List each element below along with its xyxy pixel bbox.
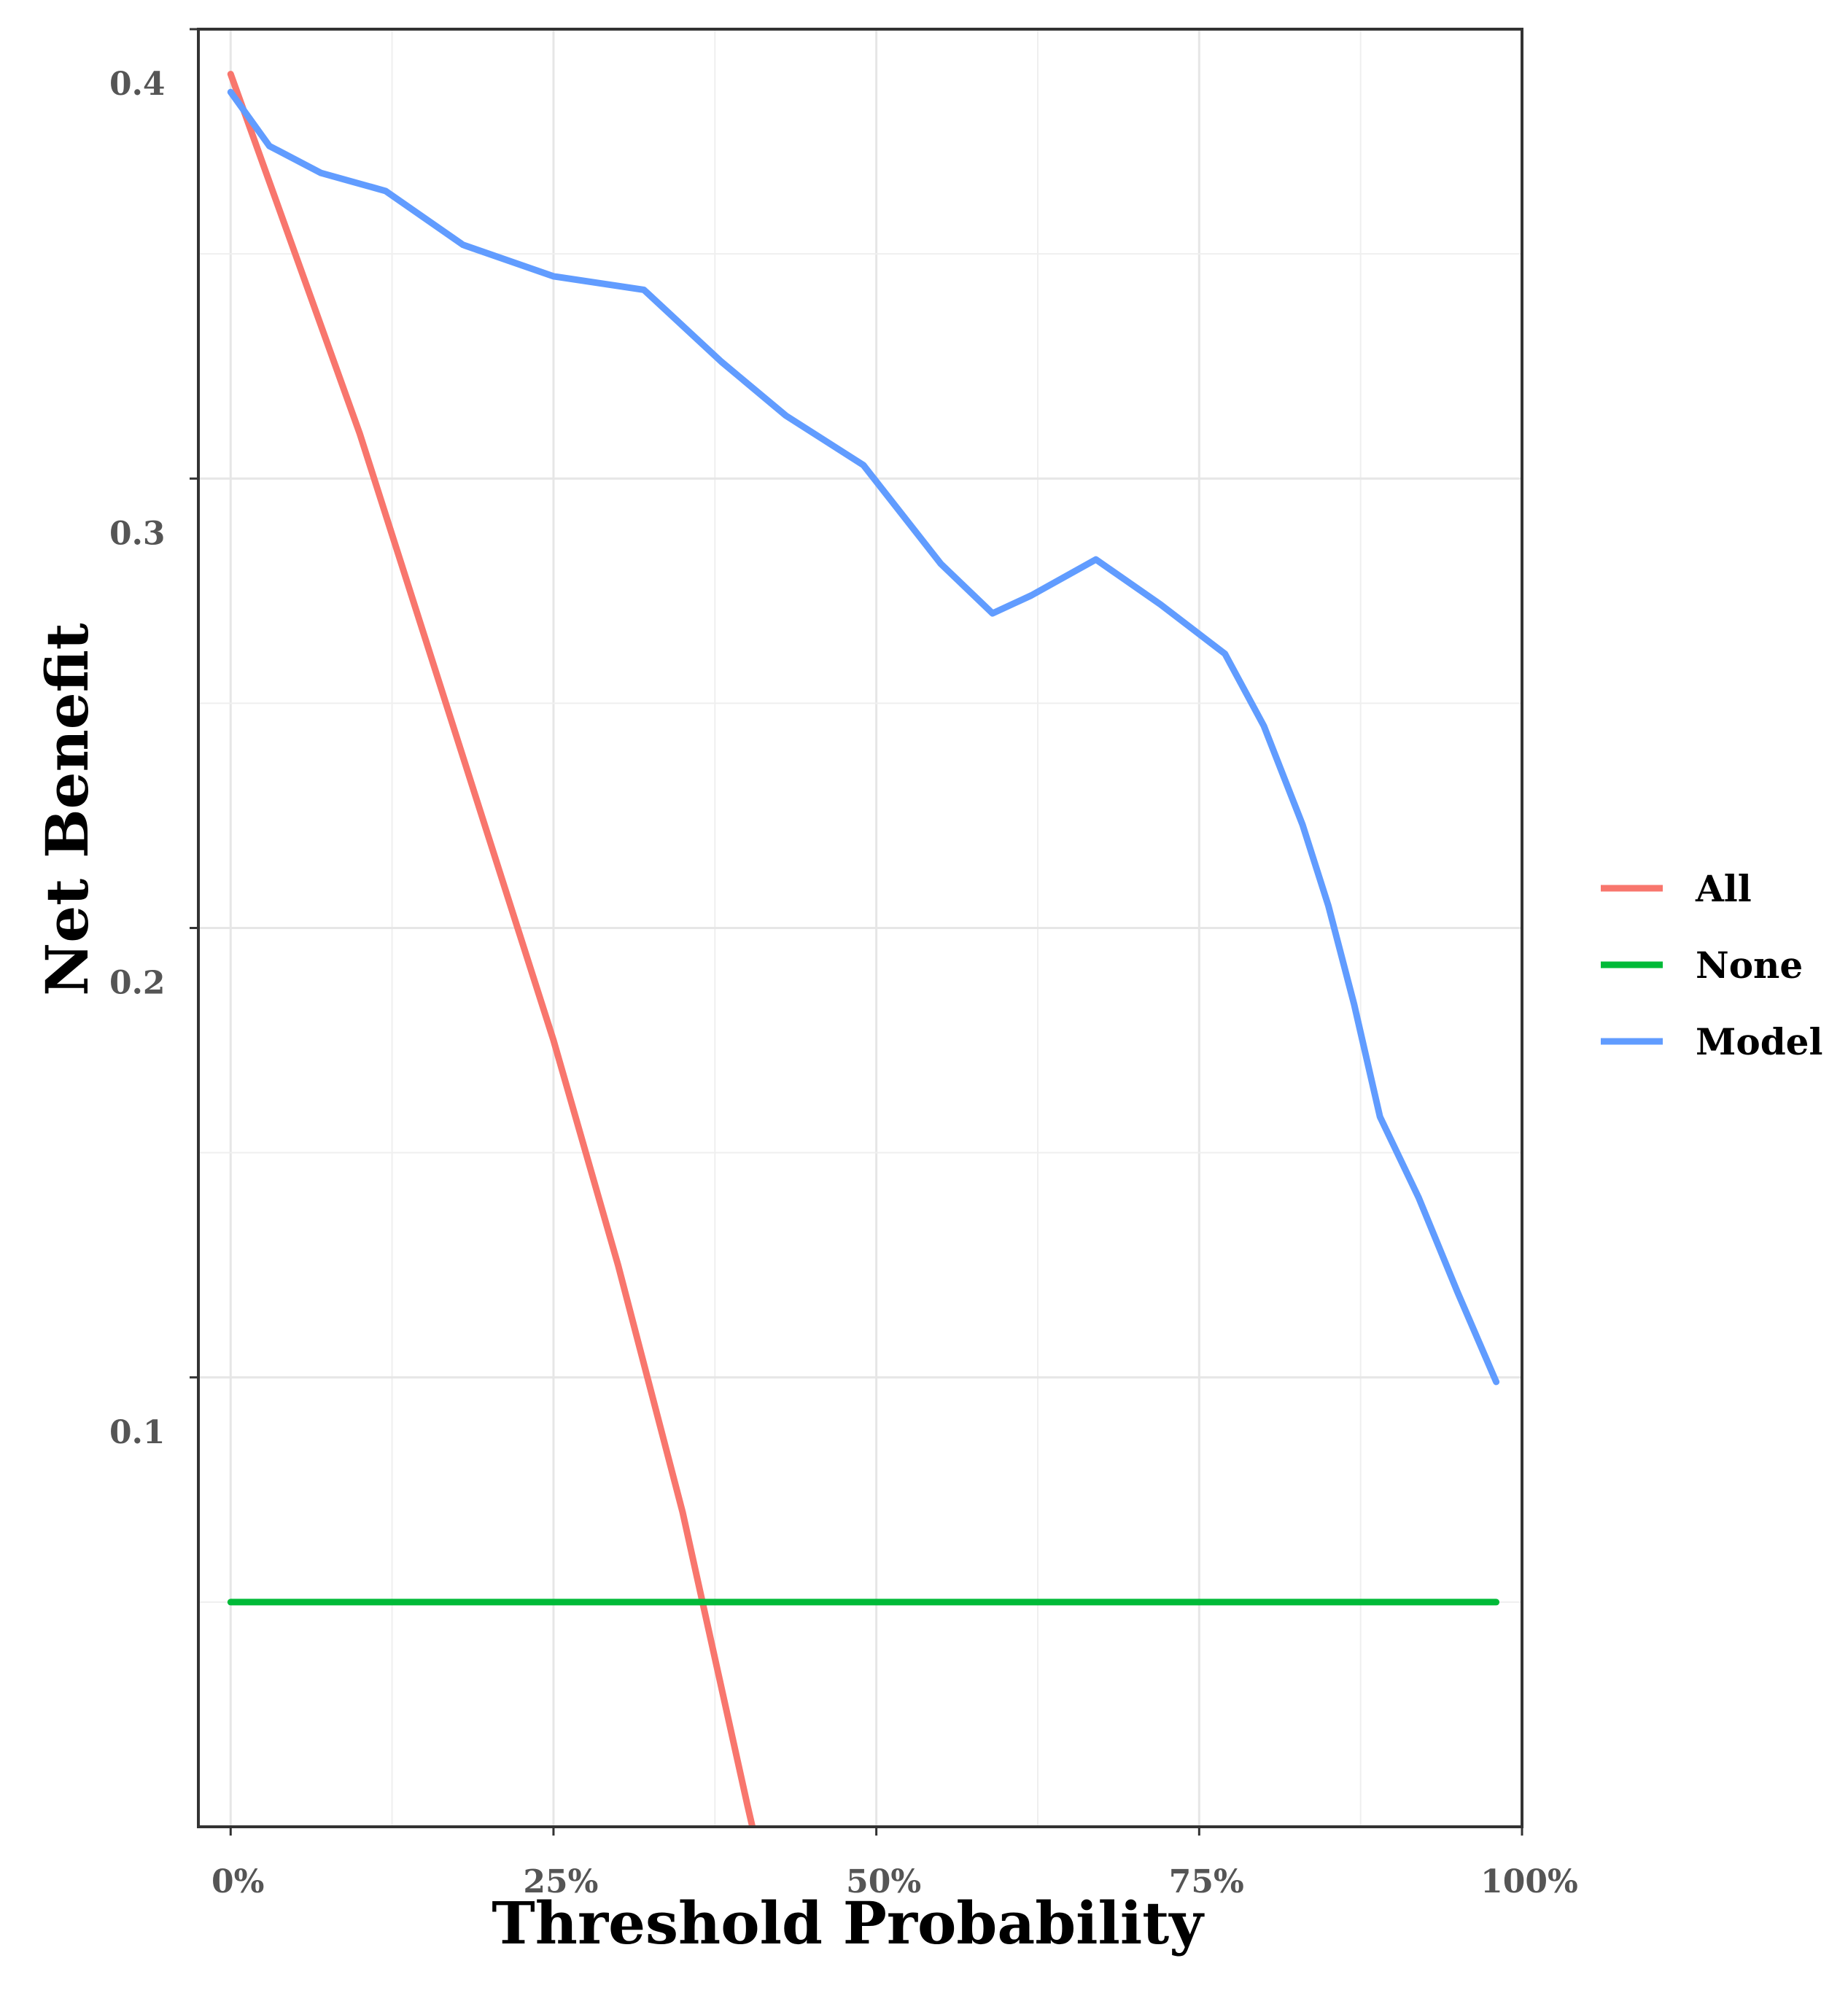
x-tick-label: 25% xyxy=(523,1863,598,1900)
x-axis-title: Threshold Probability xyxy=(492,1889,1205,1957)
axis-ticks xyxy=(190,28,1523,1836)
y-axis-title: Net Benefit xyxy=(33,623,101,996)
x-tick-label: 75% xyxy=(1169,1863,1244,1900)
x-tick-label: 100% xyxy=(1480,1863,1578,1900)
legend-label-none: None xyxy=(1696,944,1803,987)
y-tick-label: 0.3 xyxy=(109,515,166,552)
y-tick-label: 0.1 xyxy=(109,1414,166,1451)
x-tick-label: 50% xyxy=(846,1863,921,1900)
legend-label-model: Model xyxy=(1696,1020,1822,1063)
tick-labels: 0% 25% 50% 75% 100% 0.1 0.2 0.3 0.4 xyxy=(109,66,1578,1900)
y-tick-label: 0.4 xyxy=(109,66,166,103)
legend: All None Model xyxy=(1601,867,1822,1063)
plot-area xyxy=(190,28,1523,1836)
x-tick-label: 0% xyxy=(211,1863,264,1900)
series-lines xyxy=(227,71,1500,1827)
series-line-model xyxy=(227,88,1500,1386)
y-tick-label: 0.2 xyxy=(109,965,166,1002)
series-line-all xyxy=(227,71,756,1827)
legend-label-all: All xyxy=(1695,867,1752,910)
